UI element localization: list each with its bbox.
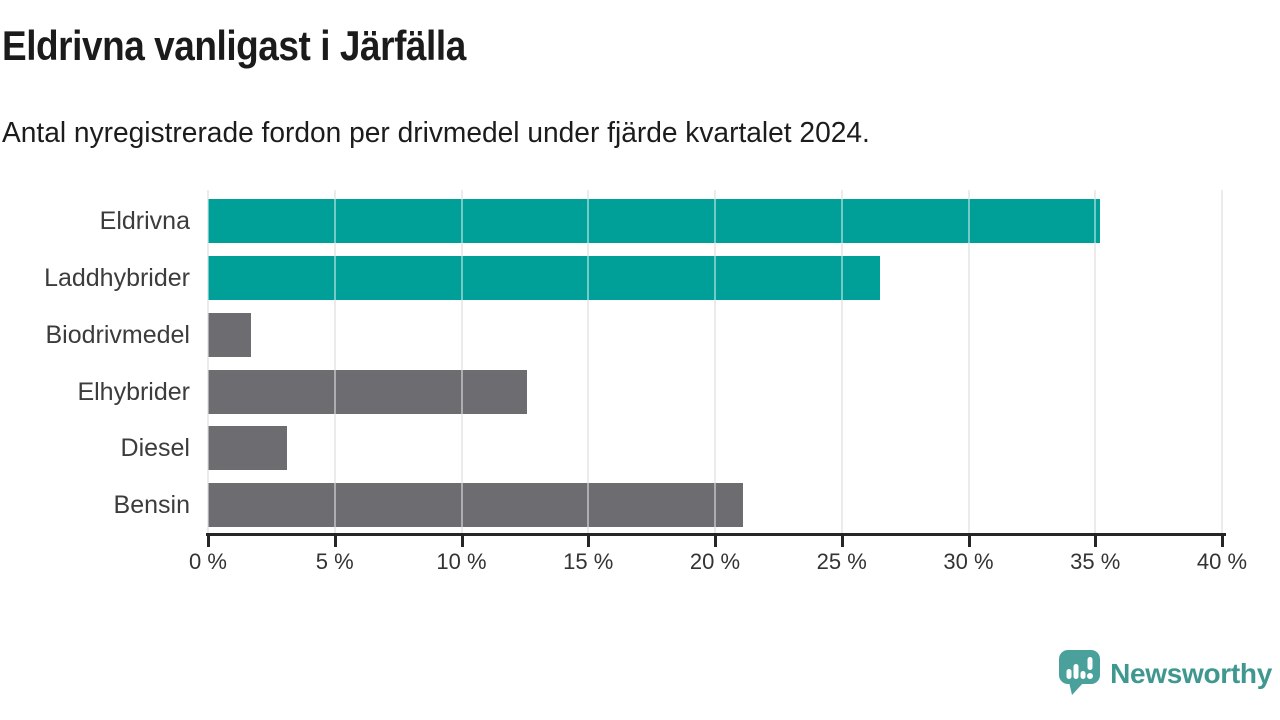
gridline	[207, 190, 209, 533]
bar-laddhybrider	[208, 255, 880, 300]
gridline-overlay	[714, 190, 716, 533]
gridline-overlay	[1094, 190, 1097, 533]
category-label: Biodrivmedel	[45, 320, 190, 349]
gridline	[967, 190, 970, 533]
gridline	[460, 190, 463, 533]
gridline-overlay	[967, 190, 970, 533]
category-label: Bensin	[113, 491, 190, 520]
gridline	[333, 190, 336, 533]
x-axis-tick	[714, 536, 717, 547]
category-label: Elhybrider	[77, 377, 190, 406]
chart-title: Eldrivna vanligast i Järfälla	[2, 22, 466, 69]
x-tick-label: 25 %	[816, 549, 867, 574]
x-axis-tick	[460, 536, 464, 547]
x-axis-tick	[840, 536, 844, 547]
x-tick-label: 15 %	[563, 549, 614, 574]
newsworthy-bubble-chart-icon	[1059, 650, 1101, 695]
x-axis-tick	[1221, 536, 1224, 547]
x-axis-tick	[207, 536, 210, 547]
gridline-overlay	[207, 190, 209, 533]
chart-subtitle: Antal nyregistrerade fordon per drivmede…	[2, 117, 870, 149]
gridline-overlay	[460, 190, 463, 533]
bar-eldrivna	[208, 199, 1101, 243]
category-label: Eldrivna	[99, 207, 190, 235]
gridline	[1221, 190, 1223, 533]
x-axis-tick	[967, 536, 971, 547]
x-tick-label: 40 %	[1196, 549, 1248, 574]
bar-biodrivmedel	[208, 312, 252, 357]
gridline	[587, 190, 590, 533]
gridline-overlay	[1221, 190, 1223, 533]
x-axis-line	[206, 533, 1226, 536]
x-tick-label: 0 %	[189, 549, 227, 574]
gridline-overlay	[587, 190, 590, 533]
gridline-overlay	[333, 190, 336, 533]
category-label: Diesel	[120, 434, 190, 463]
newsworthy-wordmark: Newsworthy	[1110, 658, 1272, 689]
x-tick-label: 5 %	[315, 549, 354, 574]
newsworthy-logo: Newsworthy	[1058, 649, 1272, 696]
x-tick-label: 30 %	[943, 549, 994, 574]
category-label: Laddhybrider	[44, 263, 190, 292]
gridline-overlay	[840, 190, 843, 533]
x-axis-tick	[587, 536, 591, 547]
bar-bensin	[208, 483, 743, 528]
x-tick-label: 35 %	[1070, 549, 1121, 574]
x-tick-label: 20 %	[689, 549, 741, 574]
bar-elhybrider	[208, 369, 528, 414]
x-axis-tick	[1094, 536, 1098, 547]
bar-diesel	[208, 426, 287, 471]
gridline	[714, 190, 716, 533]
x-tick-label: 10 %	[436, 549, 487, 574]
gridline	[1094, 190, 1097, 533]
x-axis-tick	[333, 536, 337, 547]
gridline	[840, 190, 843, 533]
